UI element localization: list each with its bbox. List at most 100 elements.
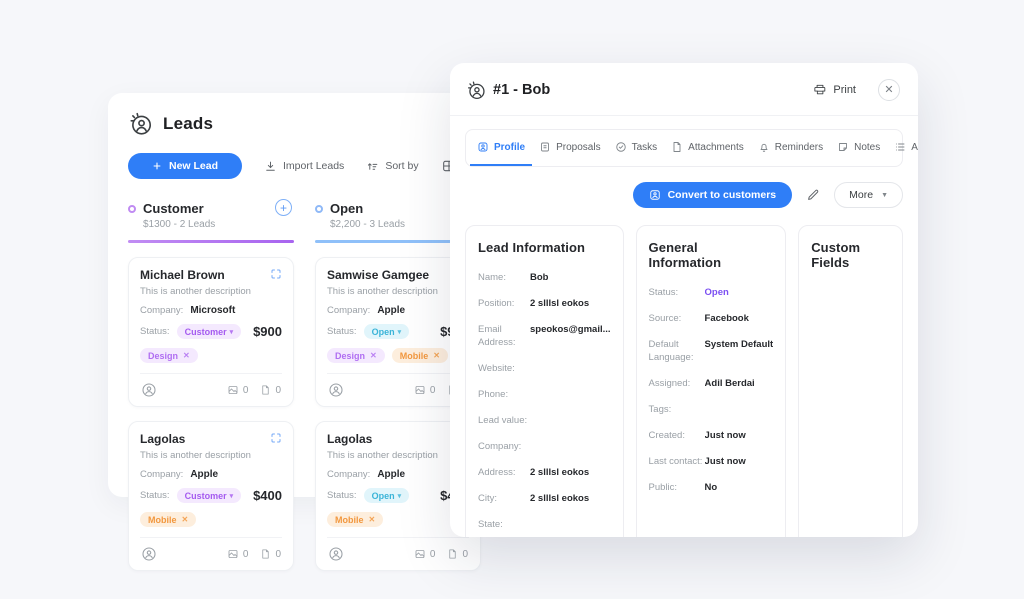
- tab-profile[interactable]: Profile: [470, 130, 533, 166]
- company-label: Company:: [327, 305, 371, 316]
- column-dot-icon: [315, 204, 323, 213]
- tab-reminders[interactable]: Reminders: [751, 130, 830, 166]
- attachments-count[interactable]: 0: [227, 384, 248, 396]
- lead-name: Samwise Gamgee: [327, 268, 430, 282]
- expand-icon[interactable]: [270, 432, 282, 444]
- field-value: Bob: [530, 272, 549, 283]
- column-name: Open: [330, 201, 364, 216]
- custom-fields-card: Custom Fields: [798, 225, 903, 537]
- tab-proposals[interactable]: Proposals: [532, 130, 607, 166]
- field-label: Name:: [478, 272, 506, 283]
- leads-toolbar: New Lead Import Leads Sort by: [128, 153, 748, 179]
- tab-activity-log[interactable]: Activity Log: [887, 130, 918, 166]
- field-value: Just now: [704, 456, 746, 467]
- sort-icon: [366, 160, 379, 173]
- lead-detail-modal: #1 - Bob Print ✕ Profile Proposals Tasks…: [450, 63, 918, 537]
- lead-description: This is another description: [140, 450, 251, 461]
- modal-title: #1 - Bob: [493, 82, 551, 98]
- print-button[interactable]: Print: [813, 83, 856, 97]
- status-value[interactable]: Open: [704, 287, 729, 298]
- assignee-avatar-icon: [141, 546, 157, 562]
- tag[interactable]: Mobile ✕: [327, 512, 384, 527]
- printer-icon: [813, 83, 827, 97]
- tab-notes[interactable]: Notes: [830, 130, 887, 166]
- field-value: [530, 414, 611, 427]
- field-value: speokos@gmail...: [530, 324, 611, 335]
- field-value: 2 slllsl eokos: [530, 298, 590, 309]
- company-value: Microsoft: [190, 305, 236, 316]
- status-pill[interactable]: Open ▾: [363, 324, 410, 339]
- status-pill[interactable]: Customer ▾: [176, 324, 242, 339]
- notes-count[interactable]: 0: [447, 548, 468, 560]
- field-label: Assigned:: [648, 378, 691, 389]
- lead-card[interactable]: Michael Brown This is another descriptio…: [128, 257, 294, 407]
- kanban-board: Customer + $1300 - 2 Leads Michael Brown…: [128, 199, 748, 571]
- add-lead-button[interactable]: +: [275, 199, 292, 216]
- field-value: 2 slllsl eokos: [530, 493, 590, 504]
- field-value: Adil Berdai: [704, 378, 755, 389]
- remove-tag-icon[interactable]: ✕: [181, 515, 189, 524]
- remove-tag-icon[interactable]: ✕: [368, 515, 376, 524]
- notes-count[interactable]: 0: [260, 548, 281, 560]
- notes-count[interactable]: 0: [260, 384, 281, 396]
- field-label: Public:: [648, 482, 678, 493]
- lead-card[interactable]: Lagolas This is another description Comp…: [315, 421, 481, 571]
- lead-description: This is another description: [327, 286, 438, 297]
- sort-by-button[interactable]: Sort by: [366, 160, 419, 173]
- activity-log-icon: [894, 141, 906, 153]
- company-label: Company:: [327, 469, 371, 480]
- assignee-avatar-icon: [328, 546, 344, 562]
- more-button[interactable]: More ▼: [834, 182, 903, 208]
- field-label: Created:: [648, 430, 685, 441]
- lead-name: Lagolas: [327, 432, 373, 446]
- expand-icon[interactable]: [270, 268, 282, 280]
- field-label: Email Address:: [478, 324, 516, 348]
- new-lead-button[interactable]: New Lead: [128, 153, 243, 179]
- field-value: [530, 518, 611, 531]
- leads-icon: [128, 111, 154, 137]
- status-pill[interactable]: Customer ▾: [176, 488, 242, 503]
- remove-tag-icon[interactable]: ✕: [433, 351, 440, 360]
- attachments-count[interactable]: 0: [227, 548, 248, 560]
- convert-to-customers-button[interactable]: Convert to customers: [632, 182, 793, 208]
- column-accent-bar: [128, 240, 294, 243]
- remove-tag-icon[interactable]: ✕: [370, 351, 377, 360]
- field-value: 2 slllsl eokos: [530, 467, 590, 478]
- chevron-down-icon: ▾: [397, 492, 402, 500]
- leads-header: Leads: [128, 111, 748, 137]
- tag[interactable]: Mobile ✕: [140, 512, 197, 527]
- tag[interactable]: Mobile ✕: [391, 348, 448, 363]
- field-label: Website:: [478, 363, 515, 374]
- tag[interactable]: Design ✕: [327, 348, 385, 363]
- lead-description: This is another description: [140, 286, 251, 297]
- close-icon[interactable]: ✕: [878, 79, 900, 101]
- lead-icon: [466, 80, 487, 101]
- chevron-down-icon: ▾: [229, 328, 234, 336]
- tag[interactable]: Design ✕: [140, 348, 198, 363]
- lead-card[interactable]: Lagolas This is another description Comp…: [128, 421, 294, 571]
- attachments-count[interactable]: 0: [414, 548, 435, 560]
- field-value: No: [704, 482, 718, 493]
- tab-attachments[interactable]: Attachments: [664, 130, 751, 166]
- chevron-down-icon: ▾: [397, 328, 402, 336]
- edit-icon[interactable]: [806, 188, 820, 202]
- field-label: Phone:: [478, 389, 509, 400]
- column-accent-bar: [315, 240, 481, 243]
- modal-actions: Convert to customers More ▼: [465, 182, 903, 208]
- tab-tasks[interactable]: Tasks: [608, 130, 665, 166]
- column-header: Customer + $1300 - 2 Leads: [128, 199, 294, 243]
- attachments-count[interactable]: 0: [414, 384, 435, 396]
- company-value: Apple: [377, 305, 406, 316]
- import-leads-button[interactable]: Import Leads: [264, 160, 344, 173]
- plus-icon: [152, 161, 162, 171]
- field-label: Default Language:: [648, 339, 694, 363]
- field-value: [530, 388, 611, 401]
- field-label: Tags:: [648, 404, 672, 415]
- field-label: Lead value:: [478, 415, 528, 426]
- modal-header: #1 - Bob Print ✕: [450, 63, 918, 116]
- remove-tag-icon[interactable]: ✕: [183, 351, 190, 360]
- field-value: System Default: [704, 339, 774, 350]
- status-pill[interactable]: Open ▾: [363, 488, 410, 503]
- field-label: Company:: [478, 441, 522, 452]
- field-label: Source:: [648, 313, 682, 324]
